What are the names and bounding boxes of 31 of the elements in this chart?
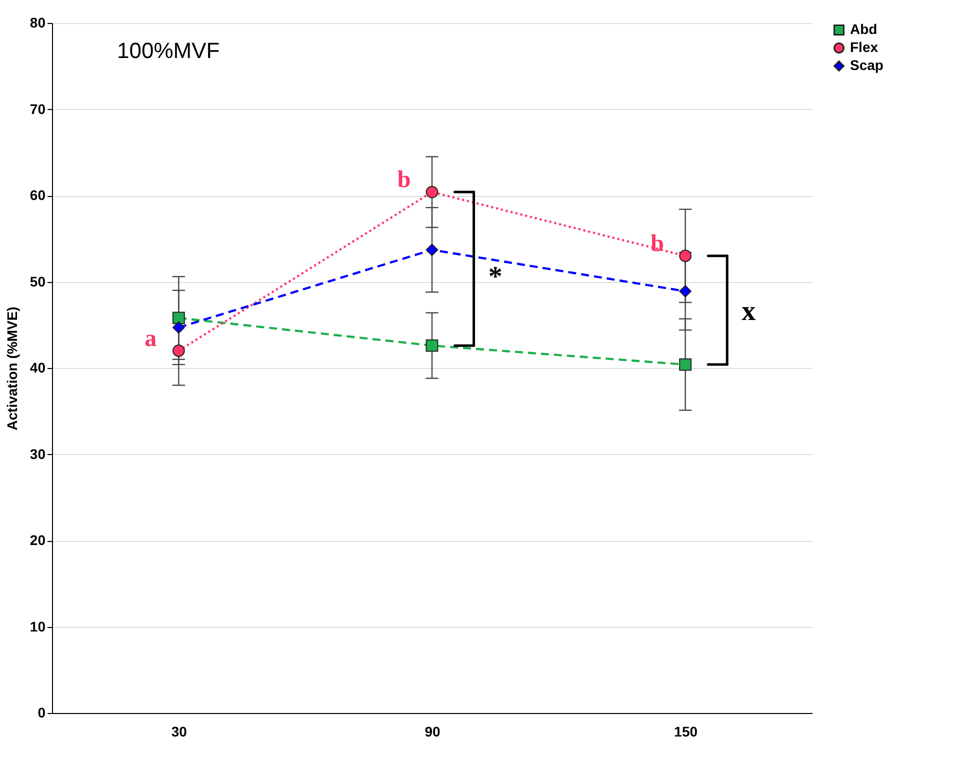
annotation: b	[650, 230, 664, 257]
y-axis-title: Activation (%MVE)	[4, 306, 20, 430]
annotation: a	[144, 326, 157, 352]
point	[426, 339, 438, 352]
point	[426, 244, 438, 256]
y-tick-label: 0	[38, 704, 46, 720]
x-tick-label: 30	[171, 724, 188, 740]
y-tick-label: 50	[30, 273, 46, 290]
y-tick-label: 10	[30, 618, 46, 634]
legend-label: Flex	[850, 39, 878, 55]
point	[172, 321, 185, 334]
point	[172, 312, 185, 324]
legend-label: Abd	[850, 21, 878, 37]
y-tick-label: 60	[30, 187, 46, 203]
annotation: x	[742, 296, 756, 327]
annotation: *	[488, 261, 502, 292]
annotation: 100%MVF	[117, 38, 220, 63]
point	[679, 250, 692, 262]
y-tick-label: 80	[30, 14, 46, 30]
point	[679, 358, 692, 371]
x-tick-label: 150	[674, 724, 698, 740]
y-tick-label: 40	[30, 360, 46, 376]
annotation: b	[397, 167, 411, 194]
legend-label: Scap	[850, 57, 884, 73]
point	[426, 186, 438, 198]
y-tick-label: 20	[30, 532, 46, 548]
point	[679, 285, 692, 298]
x-tick-label: 90	[424, 724, 440, 740]
point	[172, 344, 185, 357]
y-tick-label: 30	[30, 446, 46, 462]
y-tick-label: 70	[30, 100, 46, 117]
